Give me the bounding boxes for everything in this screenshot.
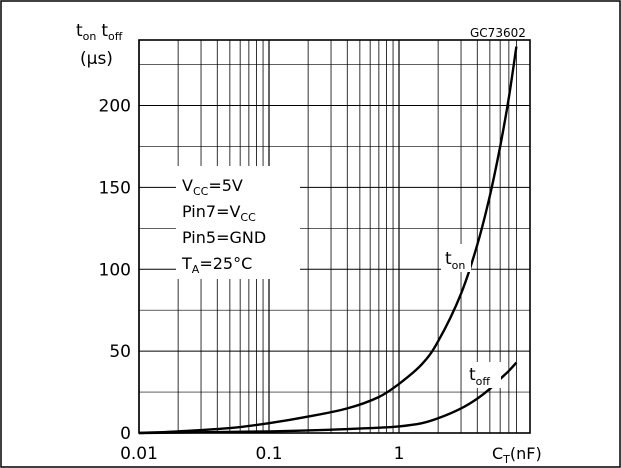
condition-line: Pin7=VCC: [182, 202, 256, 224]
x-tick-labels: 0.01 0.1 1: [120, 444, 404, 464]
y-label-t2: t: [101, 21, 108, 41]
figure-code: GC73602: [470, 26, 526, 40]
series-line-ton: [138, 46, 518, 435]
series-label-ton: ton: [445, 249, 465, 272]
y-label-unit: (µs): [80, 49, 113, 69]
y-label-t1: t: [76, 21, 83, 41]
y-tick-label: 100: [99, 260, 131, 280]
condition-line: TA=25°C: [181, 254, 252, 276]
y-label-t2-sub: off: [108, 30, 123, 43]
condition-line: Pin5=GND: [182, 228, 266, 247]
x-axis-label: CT(nF): [492, 444, 542, 466]
series-label-toff: toff: [469, 365, 490, 388]
x-tick-label: 1: [394, 444, 405, 464]
x-tick-label: 0.1: [255, 444, 282, 464]
y-tick-labels: 0 50 100 150 200: [99, 97, 131, 445]
y-tick-label: 200: [99, 97, 131, 117]
series-line-toff: [138, 361, 518, 435]
y-label-t1-sub: on: [83, 30, 97, 43]
x-tick-label: 0.01: [120, 444, 158, 464]
y-tick-label: 0: [120, 424, 131, 444]
conditions-box: VCC=5V Pin7=VCC Pin5=GND TA=25°C: [176, 166, 300, 279]
condition-line: VCC=5V: [182, 176, 243, 198]
y-tick-label: 50: [109, 342, 131, 362]
plot-frame: [138, 39, 531, 434]
y-tick-label: 150: [99, 178, 131, 198]
y-axis-label: ton toff (µs): [76, 21, 123, 69]
series-labels: ton toff: [441, 244, 501, 388]
